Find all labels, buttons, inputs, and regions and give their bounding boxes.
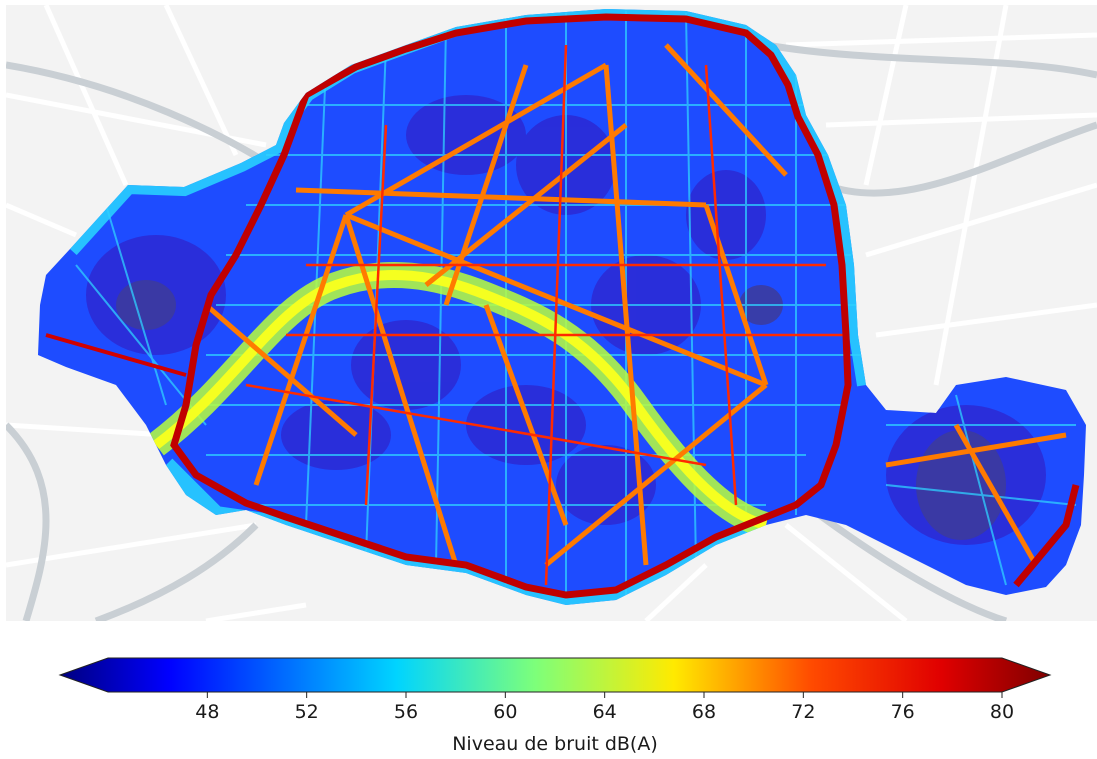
map-svg bbox=[6, 5, 1097, 621]
colorbar-tick-label: 52 bbox=[295, 701, 319, 723]
colorbar-tick-label: 76 bbox=[891, 701, 915, 723]
colorbar-tick-label: 48 bbox=[195, 701, 219, 723]
colorbar-tick-label: 68 bbox=[692, 701, 716, 723]
colorbar-svg: 48 52 56 60 64 68 72 76 80 Niveau de bruit dB(A) bbox=[58, 657, 1052, 755]
basemap-streets bbox=[6, 5, 1097, 621]
colorbar-title: Niveau de bruit dB(A) bbox=[452, 733, 658, 755]
colorbar-ticks: 48 52 56 60 64 68 72 76 80 bbox=[195, 692, 1014, 723]
colorbar-tick-label: 72 bbox=[791, 701, 815, 723]
colorbar: 48 52 56 60 64 68 72 76 80 Niveau de bruit dB(A) bbox=[0, 650, 1097, 755]
colorbar-tick-label: 80 bbox=[990, 701, 1014, 723]
noise-map bbox=[6, 5, 1097, 621]
basemap-highways bbox=[6, 41, 1097, 621]
colorbar-tick-label: 64 bbox=[593, 701, 617, 723]
noise-raster bbox=[38, 9, 1086, 605]
colorbar-tick-label: 56 bbox=[394, 701, 418, 723]
colorbar-gradient bbox=[58, 657, 1052, 693]
colorbar-tick-label: 60 bbox=[493, 701, 517, 723]
